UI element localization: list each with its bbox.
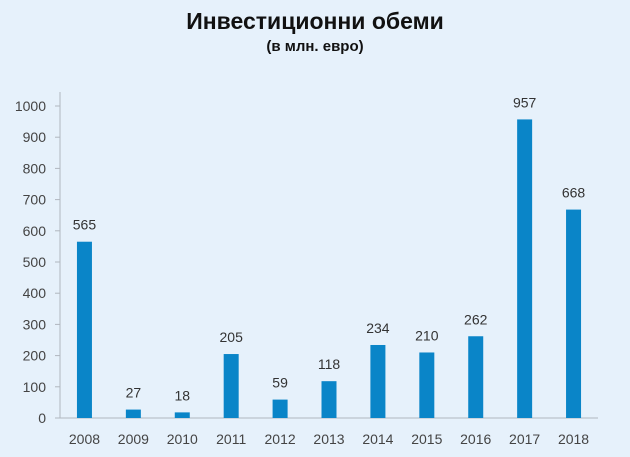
bar-2015 bbox=[419, 352, 435, 418]
axes: 0 100 200 300 400 500 600 700 800 900 1000 2008 2009… bbox=[15, 92, 598, 447]
x-tick-label: 2016 bbox=[460, 431, 491, 447]
data-label-2017: 957 bbox=[513, 94, 537, 110]
bar-2008 bbox=[76, 241, 92, 418]
x-tick-label: 2017 bbox=[509, 431, 540, 447]
x-tick-label: 2010 bbox=[167, 431, 198, 447]
bar-2016 bbox=[468, 336, 484, 418]
x-tick-label: 2009 bbox=[118, 431, 149, 447]
bar-2010 bbox=[174, 412, 190, 418]
y-tick-label: 200 bbox=[23, 348, 47, 364]
x-tick-label: 2013 bbox=[313, 431, 344, 447]
y-tick-label: 800 bbox=[23, 160, 47, 176]
y-tick-label: 300 bbox=[23, 316, 47, 332]
data-label-2014: 234 bbox=[366, 320, 390, 336]
y-tick-label: 900 bbox=[23, 129, 47, 145]
bar-2011 bbox=[223, 354, 239, 418]
data-label-2009: 27 bbox=[126, 385, 142, 401]
data-label-2012: 59 bbox=[272, 375, 288, 391]
data-label-2018: 668 bbox=[562, 185, 586, 201]
x-tick-label: 2015 bbox=[411, 431, 442, 447]
bar-2012 bbox=[272, 399, 288, 418]
x-tick-label: 2012 bbox=[265, 431, 296, 447]
x-tick-label: 2014 bbox=[362, 431, 393, 447]
bar-2017 bbox=[517, 119, 533, 418]
x-tick-label: 2008 bbox=[69, 431, 100, 447]
data-label-2015: 210 bbox=[415, 327, 439, 343]
bar-2014 bbox=[370, 344, 386, 418]
data-label-2008: 565 bbox=[73, 217, 97, 233]
value-labels: 565 27 18 205 59 118 234 210 262 957 668 bbox=[73, 94, 586, 403]
bars bbox=[76, 119, 582, 418]
data-label-2016: 262 bbox=[464, 311, 488, 327]
bar-2018 bbox=[566, 209, 582, 418]
y-tick-label: 400 bbox=[23, 285, 47, 301]
bar-2009 bbox=[125, 409, 141, 418]
y-tick-label: 600 bbox=[23, 223, 47, 239]
x-tick-label: 2011 bbox=[216, 431, 246, 447]
chart-title: Инвестиционни обеми bbox=[186, 8, 444, 34]
y-tick-label: 0 bbox=[38, 410, 46, 426]
data-label-2011: 205 bbox=[220, 329, 244, 345]
x-tick-label: 2018 bbox=[558, 431, 589, 447]
data-label-2013: 118 bbox=[318, 356, 341, 372]
data-label-2010: 18 bbox=[174, 387, 190, 403]
y-tick-label: 700 bbox=[23, 192, 47, 208]
y-tick-label: 1000 bbox=[15, 98, 46, 114]
y-tick-label: 100 bbox=[23, 379, 47, 395]
chart-subtitle: (в млн. евро) bbox=[266, 38, 364, 55]
y-tick-label: 500 bbox=[23, 254, 47, 270]
bar-2013 bbox=[321, 381, 337, 418]
